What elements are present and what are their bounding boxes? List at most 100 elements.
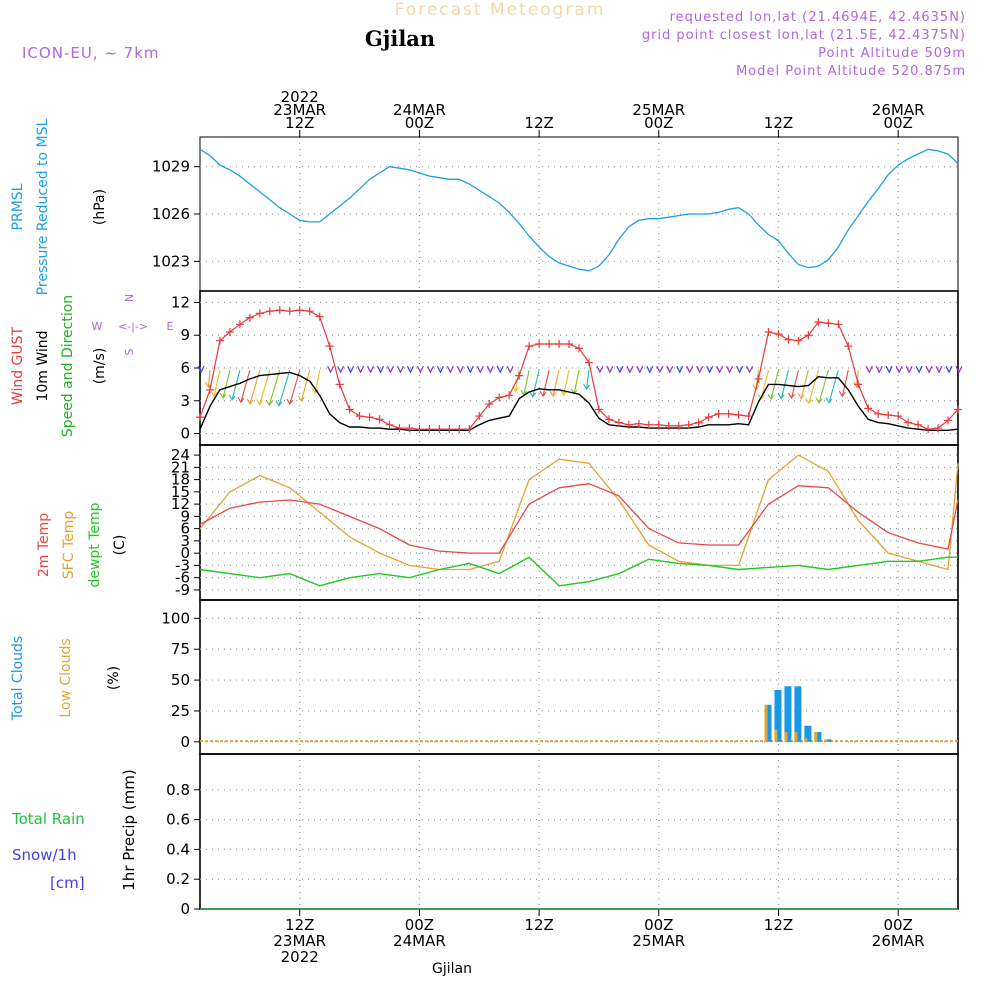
y-tick-label: 0: [180, 425, 190, 443]
location-name: Gjilan: [364, 26, 436, 51]
wind-direction-arrow: [197, 365, 205, 374]
wind-direction-arrow: [268, 370, 281, 406]
gust-marker: [475, 412, 484, 421]
low-cloud-bar: [824, 739, 828, 742]
wind-direction-arrow: [925, 365, 933, 374]
time-label-bottom: 12Z: [764, 916, 793, 934]
wind-direction-arrow: [416, 365, 424, 374]
time-label-bottom: 12Z: [285, 916, 314, 934]
wind-arrow-head: [228, 394, 236, 401]
wind-arrow-head: [286, 398, 294, 405]
gust-marker: [196, 413, 204, 422]
low-cloud-bar: [784, 731, 788, 742]
y-tick-label: 18: [171, 471, 190, 489]
wind-gust-line: [199, 309, 959, 430]
time-label-bottom: 2022: [281, 948, 319, 966]
y-tick-label: 25: [171, 702, 190, 720]
panel-label: (%): [106, 666, 122, 690]
total-cloud-bar: [794, 686, 802, 742]
wind-arrow-head: [838, 390, 846, 398]
y-axis-1: 0 3 6 9 12: [171, 293, 958, 443]
time-label-top: 12Z: [285, 114, 314, 132]
y-tick-label: 75: [171, 640, 190, 658]
gust-marker: [764, 327, 773, 336]
wind-direction-arrow: [706, 365, 714, 374]
gust-marker: [385, 420, 394, 429]
rain-label: Total Rain: [11, 810, 85, 828]
y-tick-label: 0.2: [166, 870, 190, 888]
gust-marker: [944, 416, 953, 425]
time-label-bottom: 24MAR: [393, 932, 446, 950]
wind-arrow-head: [237, 396, 245, 404]
wind-direction-arrow: [915, 365, 923, 374]
gust-marker: [565, 339, 574, 348]
total-cloud-bar: [774, 689, 782, 742]
gust-marker: [435, 425, 444, 434]
total-cloud-bar: [804, 725, 812, 742]
wind-direction-arrow: [337, 365, 345, 374]
gust-marker: [794, 336, 803, 345]
gust-marker: [515, 371, 524, 380]
panel-label: Low Clouds: [58, 638, 74, 717]
y-tick-label: 100: [161, 609, 190, 627]
requested-coords: requested lon,lat (21.4694E, 42.4635N): [669, 10, 966, 25]
wind-direction-arrow: [396, 365, 405, 374]
wind-direction-arrow: [496, 365, 504, 374]
gust-marker: [894, 412, 903, 421]
gust-marker: [375, 415, 384, 424]
y-tick-label: 0: [180, 900, 190, 918]
gridpoint-coords: grid point closest lon,lat (21.5E, 42.43…: [641, 28, 966, 43]
model-name: ICON-EU, ~ 7km: [22, 44, 160, 62]
model-point-altitude: Model Point Altitude 520.875m: [736, 64, 966, 79]
time-label-top: 2022: [281, 88, 319, 106]
gust-marker: [455, 425, 464, 434]
low-cloud-bar: [794, 731, 798, 742]
gust-marker: [954, 405, 962, 414]
gust-marker: [295, 306, 304, 315]
point-altitude: Point Altitude 509m: [818, 46, 966, 61]
y-tick-label: 0.6: [166, 811, 190, 829]
low-cloud-bar: [804, 738, 808, 742]
wind-direction-arrow: [716, 365, 724, 374]
wind-direction-arrow: [213, 370, 221, 397]
gust-marker: [495, 393, 504, 402]
wind-direction-arrow: [476, 365, 484, 374]
wind-direction-arrow: [895, 365, 903, 374]
y-tick-label: 0.8: [166, 781, 190, 799]
time-label-top: 26MAR: [872, 101, 925, 119]
wind-direction-arrow: [636, 365, 644, 374]
wind-direction-arrow: [800, 370, 809, 399]
wind-direction-arrow: [466, 365, 474, 374]
gust-marker: [874, 409, 883, 418]
time-label-top: 12Z: [764, 114, 793, 132]
gust-marker: [415, 425, 424, 434]
wind-direction-arrow: [357, 365, 365, 374]
panel-label: 10m Wind: [35, 330, 51, 401]
time-gridlines: [299, 130, 899, 916]
gust-markers: [196, 306, 962, 434]
y-tick-label: 1029: [152, 158, 190, 176]
gust-marker: [644, 420, 653, 429]
gust-marker: [215, 336, 224, 345]
wind-direction-arrow: [552, 370, 560, 397]
wind-arrow-head: [246, 398, 254, 405]
panel-label: 2m Temp: [36, 513, 52, 577]
wind-direction-arrow: [376, 365, 385, 374]
wind-direction-arrow: [249, 370, 261, 405]
wind-direction-arrow: [222, 370, 231, 399]
gust-marker: [365, 413, 374, 422]
y-tick-label: 1023: [152, 252, 190, 270]
time-label-bottom: 00Z: [405, 916, 434, 934]
low-cloud-bar: [774, 729, 778, 742]
wind-direction-arrow: [606, 365, 614, 374]
gust-marker: [864, 404, 873, 413]
gust-marker: [345, 405, 354, 414]
gust-marker: [225, 327, 234, 336]
wind-direction-arrow: [865, 365, 873, 374]
gust-marker: [445, 425, 454, 434]
wind-direction-arrow: [726, 365, 734, 374]
wind-speed-line: [199, 371, 959, 431]
wind-direction-arrow: [818, 370, 829, 403]
gust-marker: [634, 419, 643, 428]
wind-direction-arrow: [828, 370, 839, 403]
